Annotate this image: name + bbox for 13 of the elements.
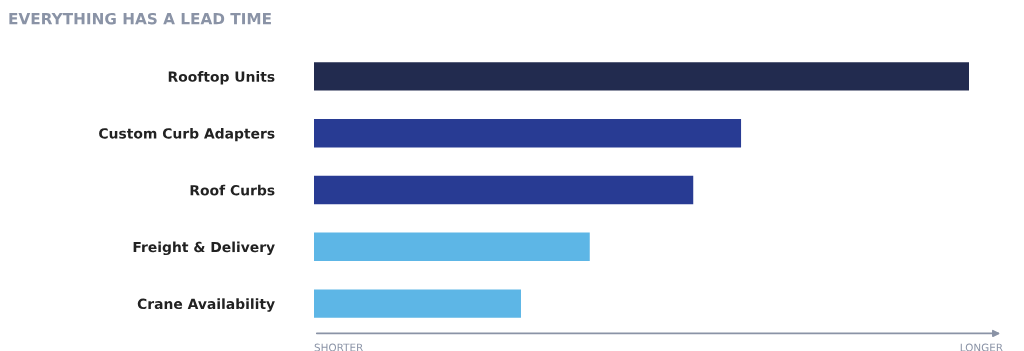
y-tick-label: Crane Availability bbox=[137, 298, 275, 312]
bar bbox=[314, 175, 694, 205]
bar bbox=[314, 232, 590, 261]
y-tick-label: Custom Curb Adapters bbox=[99, 127, 275, 142]
text: SHORTER bbox=[314, 343, 364, 351]
y-tick-label: Roof Curbs bbox=[190, 184, 275, 196]
bar bbox=[314, 289, 521, 318]
text: EVERYTHING HAS A LEAD TIME bbox=[9, 12, 271, 25]
bar bbox=[314, 62, 969, 91]
y-tick-label: Freight & Delivery bbox=[133, 241, 275, 256]
text: LONGER bbox=[960, 343, 1003, 351]
y-tick-label: Rooftop Units bbox=[168, 71, 275, 85]
bar bbox=[314, 119, 742, 148]
